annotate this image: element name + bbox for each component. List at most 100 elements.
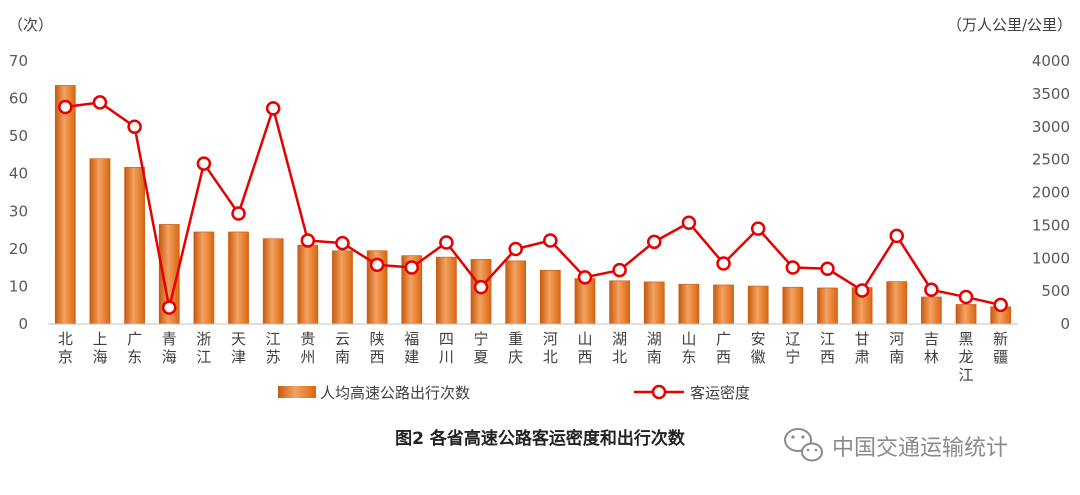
bar <box>782 286 804 325</box>
left-tick-label: 10 <box>9 277 28 295</box>
bar <box>574 278 596 325</box>
category-label: 陕西 <box>370 330 385 366</box>
bar <box>228 231 249 325</box>
right-axis-unit: （万人公里/公里） <box>947 16 1072 34</box>
density-point <box>924 282 939 298</box>
density-point <box>543 233 558 248</box>
category-label: 湖北 <box>612 330 627 366</box>
bar <box>539 269 561 325</box>
bar <box>297 244 319 325</box>
category-label: 山东 <box>681 330 696 366</box>
bar <box>713 284 734 325</box>
right-tick-label: 500 <box>1041 282 1070 300</box>
category-label: 北京 <box>58 330 73 366</box>
right-axis-ticks: 0 500 1000 1500 2000 2500 3000 3500 4000 <box>1032 52 1070 333</box>
density-point <box>785 260 801 275</box>
bar <box>817 287 838 325</box>
density-point <box>750 221 766 236</box>
bar <box>609 280 630 325</box>
left-tick-label: 30 <box>9 202 28 220</box>
left-tick-label: 60 <box>9 90 28 108</box>
category-label: 重庆 <box>508 330 523 366</box>
density-point <box>958 289 974 305</box>
density-point <box>854 283 870 298</box>
category-label: 广西 <box>716 330 731 366</box>
density-point <box>335 235 350 251</box>
category-label: 云南 <box>335 330 350 366</box>
density-point <box>196 156 212 171</box>
density-point <box>612 262 627 278</box>
density-point <box>993 297 1008 313</box>
density-point <box>681 215 697 230</box>
category-labels: 北京上海广东青海浙江天津江苏贵州云南陕西福建四川宁夏重庆河北山西湖北湖南山东广西… <box>58 330 1008 384</box>
density-point <box>439 235 454 250</box>
left-axis-unit: （次） <box>8 16 53 34</box>
bar <box>332 250 353 325</box>
category-label: 辽宁 <box>785 330 800 366</box>
category-label: 河南 <box>889 330 904 366</box>
category-label: 广东 <box>127 330 142 366</box>
density-point <box>889 228 904 244</box>
right-tick-label: 1000 <box>1032 249 1070 267</box>
left-tick-label: 20 <box>9 240 28 258</box>
line-series <box>58 95 1008 315</box>
watermark: 中国交通运输统计 <box>784 428 1008 462</box>
right-tick-label: 2500 <box>1032 151 1070 169</box>
left-axis-ticks: 0 10 20 30 40 50 60 70 <box>9 52 28 333</box>
bar <box>124 167 145 325</box>
left-tick-label: 50 <box>9 127 28 145</box>
left-tick-label: 70 <box>9 52 28 70</box>
density-point <box>127 119 142 134</box>
bar <box>643 281 665 325</box>
category-label: 宁夏 <box>474 330 489 366</box>
bar <box>955 304 977 325</box>
density-point <box>404 260 419 275</box>
category-label: 四川 <box>439 330 454 366</box>
bar <box>54 85 76 325</box>
legend-bar-swatch <box>278 386 316 398</box>
category-label: 浙江 <box>196 330 211 366</box>
category-label: 甘肃 <box>855 330 870 366</box>
wechat-icon <box>784 428 823 462</box>
density-point <box>647 234 662 250</box>
category-label: 湖南 <box>647 330 662 366</box>
right-tick-label: 0 <box>1060 315 1070 333</box>
bar <box>886 281 908 325</box>
bar <box>747 285 769 325</box>
density-point <box>231 206 246 221</box>
category-label: 安徽 <box>751 330 766 366</box>
bar <box>193 231 215 325</box>
right-tick-label: 3500 <box>1032 85 1070 103</box>
right-tick-label: 4000 <box>1032 52 1070 70</box>
bar <box>262 238 284 325</box>
bar <box>436 256 457 325</box>
category-label: 新疆 <box>993 330 1008 366</box>
category-label: 江西 <box>820 330 835 366</box>
bar <box>505 260 527 325</box>
category-label: 福建 <box>404 330 419 366</box>
legend-line-label: 客运密度 <box>690 384 750 402</box>
density-point <box>92 95 108 110</box>
density-line <box>65 101 1001 308</box>
right-tick-label: 3000 <box>1032 118 1070 136</box>
density-point <box>820 261 835 277</box>
category-label: 山西 <box>577 330 592 366</box>
category-label: 河北 <box>543 330 558 366</box>
category-label: 黑龙江 <box>959 330 974 384</box>
density-point <box>473 279 489 295</box>
left-tick-label: 0 <box>18 315 28 333</box>
density-point <box>577 270 593 285</box>
watermark-text: 中国交通运输统计 <box>832 436 1008 461</box>
density-point <box>58 99 73 115</box>
density-point <box>300 233 316 248</box>
density-point <box>162 300 177 315</box>
legend: 人均高速公路出行次数 客运密度 <box>278 384 750 402</box>
chart-title: 图2 各省高速公路客运密度和出行次数 <box>395 428 686 449</box>
category-label: 天津 <box>231 330 246 366</box>
legend-bar-label: 人均高速公路出行次数 <box>320 384 470 402</box>
bar <box>921 296 942 325</box>
category-label: 青海 <box>162 330 177 366</box>
right-tick-label: 2000 <box>1032 184 1070 202</box>
density-point <box>265 101 281 116</box>
bar <box>89 158 111 325</box>
